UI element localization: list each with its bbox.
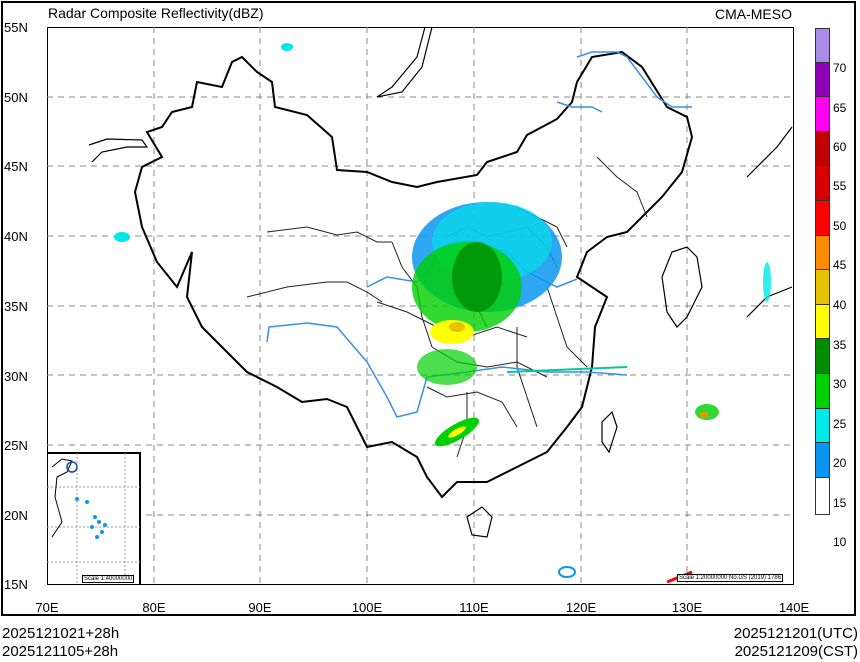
valid-time-cst: 2025121209(CST)	[734, 643, 858, 660]
colorbar-swatch-70plus	[815, 28, 830, 63]
lat-label-25n: 25N	[4, 438, 28, 453]
colorbar-label-45: 45	[833, 258, 847, 272]
china-border	[133, 50, 694, 499]
figure-frame	[1, 1, 856, 616]
lon-label-110e: 110E	[459, 600, 489, 615]
lat-label-30n: 30N	[4, 369, 28, 384]
lat-label-15n: 15N	[4, 577, 28, 592]
chart-title: Radar Composite Reflectivity(dBZ)	[48, 5, 264, 21]
lon-label-100e: 100E	[351, 600, 383, 615]
lat-label-55n: 55N	[4, 20, 28, 35]
colorbar-label-10: 10	[833, 535, 847, 549]
init-time-utc: 2025121021+28h	[2, 625, 120, 642]
colorbar-label-40: 40	[833, 298, 847, 312]
coastlines	[88, 27, 793, 538]
lon-label-140e: 140E	[778, 600, 810, 615]
colorbar-label-65: 65	[833, 101, 847, 115]
colorbar-swatch-55	[815, 131, 830, 167]
lon-label-70e: 70E	[35, 600, 59, 615]
lon-label-130e: 130E	[671, 600, 703, 615]
colorbar-swatch-45	[815, 200, 830, 236]
colorbar-swatch-25	[815, 339, 830, 374]
lon-label-80e: 80E	[142, 600, 166, 615]
lon-label-90e: 90E	[248, 600, 272, 615]
lat-label-20n: 20N	[4, 508, 28, 523]
valid-time-utc: 2025121201(UTC)	[733, 625, 858, 642]
colorbar-swatch-60	[815, 97, 830, 132]
colorbar	[815, 28, 830, 515]
colorbar-label-60: 60	[833, 140, 847, 154]
lon-label-120e: 120E	[565, 600, 597, 615]
colorbar-label-70: 70	[833, 61, 847, 75]
lat-label-35n: 35N	[4, 299, 28, 314]
colorbar-label-55: 55	[833, 179, 847, 193]
colorbar-swatch-65	[815, 62, 830, 98]
model-source-label: CMA-MESO	[715, 6, 792, 22]
colorbar-swatch-35	[815, 270, 830, 305]
colorbar-swatch-20	[815, 373, 830, 409]
colorbar-swatch-15	[815, 408, 830, 444]
colorbar-label-30: 30	[833, 377, 847, 391]
colorbar-swatch-30	[815, 304, 830, 340]
colorbar-swatch-10	[815, 443, 830, 478]
colorbar-label-35: 35	[833, 338, 847, 352]
init-time-cst: 2025121105+28h	[2, 643, 119, 660]
colorbar-label-25: 25	[833, 417, 847, 431]
south-china-sea-inset	[47, 452, 141, 585]
lat-label-40n: 40N	[4, 229, 28, 244]
inset-scale-label: Scale 1:40000000	[82, 575, 135, 583]
colorbar-swatch-50	[815, 166, 830, 201]
colorbar-label-20: 20	[833, 456, 847, 470]
map-scale-note: Scale 1:20000000 No.GS (2019) 1786	[677, 574, 784, 582]
colorbar-label-15: 15	[833, 496, 847, 510]
radar-map	[47, 27, 794, 585]
colorbar-swatch-40	[815, 235, 830, 271]
colorbar-label-50: 50	[833, 219, 847, 233]
lat-label-50n: 50N	[4, 90, 28, 105]
radar-echoes	[114, 43, 771, 584]
lat-label-45n: 45N	[4, 159, 28, 174]
colorbar-swatch-below-10	[815, 477, 830, 515]
gridlines	[47, 27, 794, 585]
